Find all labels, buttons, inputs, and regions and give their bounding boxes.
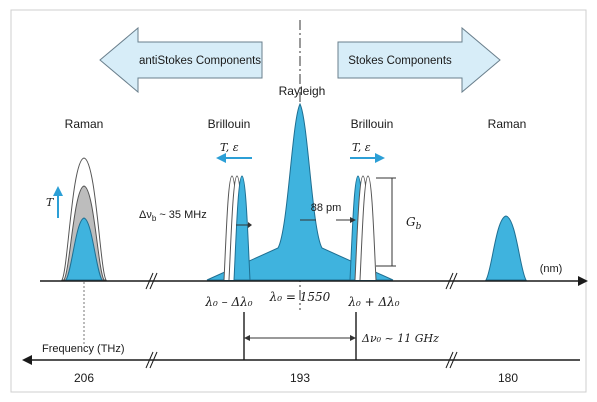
rayleigh-label: Rayleigh — [279, 84, 326, 98]
stokes-arrow — [337, 26, 501, 94]
delta-nu-b-subscript: b — [152, 214, 157, 223]
pm-88-label: 88 pm — [311, 202, 342, 214]
frequency-axis-arrowhead — [22, 355, 32, 365]
raman-left-label: Raman — [65, 117, 104, 131]
antistokes-label: antiStokes Components — [139, 55, 261, 67]
tick-206-label: 206 — [74, 371, 94, 385]
lambda-minus-label: λ₀ – Δλ₀ — [204, 295, 252, 309]
brillouin-left-cyan-peak — [233, 175, 251, 281]
wavelength-axis-break-2b — [449, 272, 458, 290]
t-up-arrowhead — [53, 186, 63, 196]
frequency-axis-title: Frequency (THz) — [42, 343, 125, 355]
brillouin-right-label: Brillouin — [351, 117, 394, 131]
gb-label: Gb — [406, 215, 422, 232]
t-eps-left-label: T, ε — [220, 141, 239, 154]
frequency-axis-break-2b — [449, 351, 458, 369]
delta-nu0-label: Δν₀ ~ 11 GHz — [361, 332, 439, 345]
wavelength-axis-arrowhead — [578, 276, 588, 286]
brillouin-right-outline-2 — [359, 175, 377, 281]
gb-subscript: b — [416, 222, 422, 232]
t-eps-right-arrowhead — [375, 153, 385, 163]
delta-nu-b-label: Δνb ~ 35 MHz — [139, 209, 207, 223]
tick-193-label: 193 — [290, 371, 310, 385]
t-label: T — [46, 196, 55, 209]
delta-nu-b-arrowhead — [248, 222, 252, 228]
antistokes-arrow — [99, 26, 263, 94]
t-eps-left-arrowhead — [216, 153, 226, 163]
frequency-axis-break-2a — [445, 351, 454, 369]
tick-180-label: 180 — [498, 371, 518, 385]
rayleigh-peak — [206, 102, 394, 281]
unit-nm-label: (nm) — [540, 263, 563, 275]
frequency-axis-break-1a — [145, 351, 154, 369]
raman-right-cyan-peak — [485, 215, 527, 281]
wavelength-axis-break-1b — [149, 272, 158, 290]
raman-right-label: Raman — [488, 117, 527, 131]
raman-left-cyan-peak — [65, 217, 103, 281]
wavelength-axis-break-2a — [445, 272, 454, 290]
stokes-label: Stokes Components — [348, 55, 452, 67]
wavelength-axis-break-1a — [145, 272, 154, 290]
brillouin-left-label: Brillouin — [208, 117, 251, 131]
figure-frame — [10, 9, 587, 393]
lambda-plus-label: λ₀ + Δλ₀ — [347, 295, 399, 309]
t-eps-right-label: T, ε — [352, 141, 371, 154]
delta-nu0-arrowhead-right — [350, 335, 356, 341]
pm-bracket-arrowhead — [350, 217, 356, 223]
delta-nu0-arrowhead-left — [244, 335, 250, 341]
gb-symbol: G — [406, 215, 416, 229]
frequency-axis-break-1b — [149, 351, 158, 369]
lambda-center-label: λ₀ = 1550 — [269, 290, 331, 304]
delta-nu-b-value: ~ 35 MHz — [159, 209, 206, 221]
delta-nu-b-symbol: Δν — [139, 209, 152, 221]
